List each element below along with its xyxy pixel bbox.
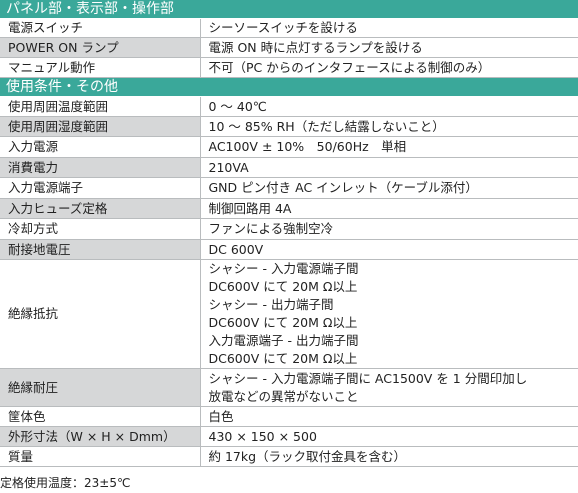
spec-label: 絶縁抵抗 [0,259,200,369]
spec-label: 冷却方式 [0,218,200,240]
spec-label: 外形寸法（W × H × Dmm） [0,426,200,447]
spec-table-body: パネル部・表示部・操作部 電源スイッチ シーソースイッチを設ける POWER O… [0,0,578,467]
spec-value: 430 × 150 × 500 [199,426,578,447]
spec-row: 入力電源 AC100V ± 10% 50/60Hz 単相 [0,136,578,158]
spec-row: 質量 約 17kg（ラック取付金具を含む） [0,446,578,467]
spec-label: 入力ヒューズ定格 [0,198,200,219]
spec-value: 電源 ON 時に点灯するランプを設ける [199,37,578,58]
spec-row: 使用周囲温度範囲 0 ～ 40℃ [0,96,578,117]
spec-row: 外形寸法（W × H × Dmm） 430 × 150 × 500 [0,426,578,447]
spec-row: 消費電力 210VA [0,157,578,178]
spec-value: 不可（PC からのインタフェースによる制御のみ） [199,57,578,78]
spec-label: 筐体色 [0,406,200,427]
spec-value: 10 ～ 85% RH（ただし結露しないこと） [199,116,578,137]
spec-value: GND ピン付き AC インレット（ケーブル添付） [199,177,578,199]
spec-row: 入力ヒューズ定格 制御回路用 4A [0,198,578,219]
section-header-panel: パネル部・表示部・操作部 [0,0,578,19]
spec-row: 筐体色 白色 [0,406,578,427]
spec-value-multiline: シャシー - 入力電源端子間に AC1500V を 1 分間印加し 放電などの異… [199,368,578,407]
spec-value: AC100V ± 10% 50/60Hz 単相 [199,136,578,158]
spec-value: 210VA [199,157,578,178]
spec-value: シーソースイッチを設ける [199,18,578,38]
spec-row: 絶縁抵抗 シャシー - 入力電源端子間 DC600V にて 20M Ω以上 シャ… [0,259,578,369]
spec-label: 使用周囲温度範囲 [0,96,200,117]
section-title: 使用条件・その他 [0,77,578,97]
spec-value: 白色 [199,406,578,427]
spec-table: パネル部・表示部・操作部 電源スイッチ シーソースイッチを設ける POWER O… [0,0,578,467]
spec-value-line: 放電などの異常がないこと [208,388,359,404]
spec-label: 使用周囲湿度範囲 [0,116,200,137]
spec-value-line: 入力電源端子 - 出力端子間 [208,333,359,348]
spec-label: 質量 [0,446,200,467]
spec-label: 入力電源 [0,136,200,158]
spec-row: 電源スイッチ シーソースイッチを設ける [0,18,578,38]
spec-value: ファンによる強制空冷 [199,218,578,240]
spec-value-line: DC600V にて 20M Ω以上 [208,279,358,294]
spec-value-line: シャシー - 入力電源端子間に AC1500V を 1 分間印加し [208,370,528,386]
spec-value: DC 600V [199,239,578,260]
section-title: パネル部・表示部・操作部 [0,0,578,19]
spec-label: 消費電力 [0,157,200,178]
spec-row: 冷却方式 ファンによる強制空冷 [0,218,578,240]
spec-label: 絶縁耐圧 [0,368,200,407]
spec-value-line: DC600V にて 20M Ω以上 [208,315,358,330]
spec-label: 耐接地電圧 [0,239,200,260]
spec-value-line: DC600V にて 20M Ω以上 [208,351,358,366]
spec-value: 約 17kg（ラック取付金具を含む） [199,446,578,467]
spec-value-multiline: シャシー - 入力電源端子間 DC600V にて 20M Ω以上 シャシー - … [199,259,578,369]
spec-label: 電源スイッチ [0,18,200,38]
spec-row: POWER ON ランプ 電源 ON 時に点灯するランプを設ける [0,37,578,58]
spec-row: 入力電源端子 GND ピン付き AC インレット（ケーブル添付） [0,177,578,199]
section-header-conditions: 使用条件・その他 [0,77,578,97]
spec-row: 絶縁耐圧 シャシー - 入力電源端子間に AC1500V を 1 分間印加し 放… [0,368,578,407]
footnote: 定格使用温度：23±5℃ [0,476,131,490]
spec-value-line: シャシー - 出力端子間 [208,297,334,312]
spec-value-line: シャシー - 入力電源端子間 [208,261,359,276]
spec-label: POWER ON ランプ [0,37,200,58]
spec-row: 耐接地電圧 DC 600V [0,239,578,260]
spec-label: 入力電源端子 [0,177,200,199]
spec-label: マニュアル動作 [0,57,200,78]
spec-value: 0 ～ 40℃ [199,96,578,117]
spec-value: 制御回路用 4A [199,198,578,219]
spec-row: マニュアル動作 不可（PC からのインタフェースによる制御のみ） [0,57,578,78]
spec-row: 使用周囲湿度範囲 10 ～ 85% RH（ただし結露しないこと） [0,116,578,137]
